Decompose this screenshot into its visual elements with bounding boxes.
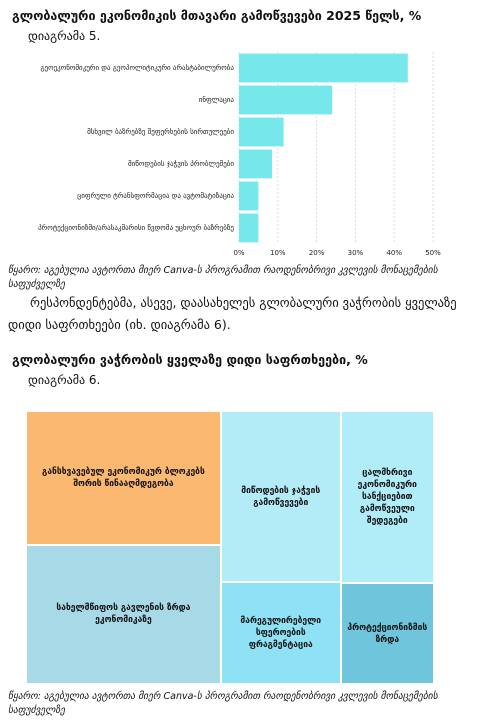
cell-label: ცალმხრივი ეკონომიკური სანქციებით გამოწვე… <box>357 468 417 527</box>
source: წყარო: აგებულია ავტორთა მიერ Canva-ს პრო… <box>8 691 438 716</box>
category-label: პროტექციონიზმი/არასაკმარისი წვდომა უცხოუ… <box>38 223 234 232</box>
bar <box>239 181 259 211</box>
cell-label: პროტექციონიზმის ზრდა <box>347 622 428 645</box>
bar <box>239 149 272 179</box>
source: წყარო: აგებულია ავტორთა მიერ Canva-ს პრო… <box>8 265 438 290</box>
category-label: გეოეკონომიკური და გეოპოლიტიკური არასტაბი… <box>40 63 234 72</box>
bar <box>239 53 408 83</box>
category-label: ციფრული ტრანსფორმაცია და ავტომატიზაცია <box>77 191 234 200</box>
x-tick-label: 30% <box>348 249 364 257</box>
category-label: მსხვილ ბაზრებზე შეფერხების სირთულეები <box>87 127 234 136</box>
cell-label: სახელმწიფოს გავლენის ზრდა ეკონომიკაზე <box>56 603 191 626</box>
bar <box>239 85 333 115</box>
x-tick-label: 20% <box>309 249 325 257</box>
chart-subtitle: დიაგრამა 5. <box>28 29 101 43</box>
x-tick-label: 10% <box>270 249 286 257</box>
bar <box>239 117 284 147</box>
chart-subtitle: დიაგრამა 6. <box>28 373 101 387</box>
category-label: ინფლაცია <box>199 96 235 104</box>
cell-label: მიწოდების ჯაჭვის გამოწვევები <box>241 485 321 508</box>
category-label: მიწოდების ჯაჭვის პრობლემები <box>128 159 234 168</box>
paragraph: რესპონდენტებმა, ასევე, დაასახელეს გლობალ… <box>8 295 457 332</box>
chart-title: გლობალური ეკონომიკის მთავარი გამოწვევები… <box>12 8 422 23</box>
cell-label: მარეგულირებელი სფეროების ფრაგმენტაცია <box>240 616 322 651</box>
x-tick-label: 50% <box>425 249 441 257</box>
treemap-cell: სახელმწიფოს გავლენის ზრდა ეკონომიკაზე <box>26 544 221 684</box>
treemap-cell: მიწოდების ჯაჭვის გამოწვევები <box>220 411 341 583</box>
treemap-cell: მარეგულირებელი სფეროების ფრაგმენტაცია <box>220 582 341 684</box>
bar <box>239 213 259 243</box>
x-tick-label: 0% <box>233 249 244 257</box>
treemap-cell: განსხვავებულ ეკონომიკურ ბლოკებს შორის წი… <box>26 411 221 545</box>
cell-label: განსხვავებულ ეკონომიკურ ბლოკებს შორის წი… <box>42 466 205 489</box>
bar-chart: 0% 10% 20% 30% 40% 50% გეოეკონომიკური და გეოპო… <box>38 52 441 257</box>
treemap: განსხვავებულ ეკონომიკურ ბლოკებს შორის წი… <box>26 411 434 684</box>
x-tick-label: 40% <box>386 249 402 257</box>
treemap-cell: პროტექციონიზმის ზრდა <box>340 583 434 684</box>
chart-title: გლობალური ვაჭრობის ყველაზე დიდი საფრთხეე… <box>12 352 368 367</box>
treemap-cell: ცალმხრივი ეკონომიკური სანქციებით გამოწვე… <box>340 411 434 584</box>
